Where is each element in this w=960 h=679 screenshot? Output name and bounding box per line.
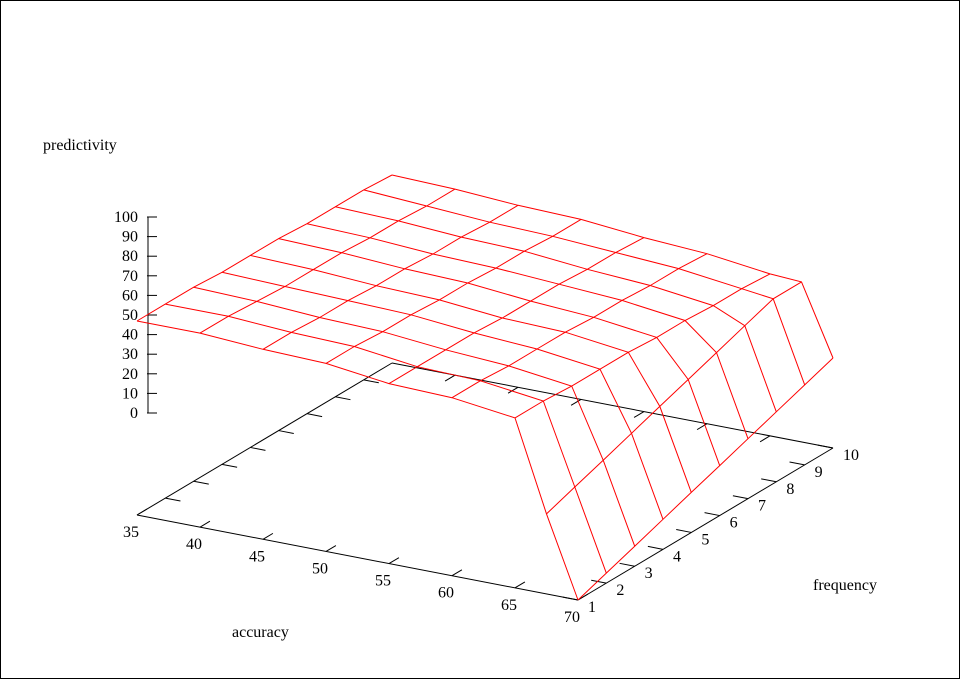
x-tick-back xyxy=(570,398,582,406)
x-tick-label: 45 xyxy=(249,548,265,565)
y-tick-back xyxy=(193,480,209,485)
x-tick-label: 65 xyxy=(501,597,517,614)
y-tick-label: 3 xyxy=(645,565,653,582)
z-axis-label: predictivity xyxy=(43,137,117,154)
z-tick-label: 40 xyxy=(122,327,138,344)
x-tick-back xyxy=(633,411,645,418)
y-tick xyxy=(619,562,635,567)
z-tick-label: 0 xyxy=(130,405,138,422)
surface-line-x xyxy=(546,281,802,515)
y-tick-back xyxy=(165,497,181,502)
y-tick xyxy=(647,545,664,550)
x-axis-line xyxy=(136,514,579,601)
y-tick xyxy=(761,478,777,483)
surface-line-x xyxy=(577,357,834,601)
x-tick-label: 70 xyxy=(564,609,580,626)
surface-line-x xyxy=(136,174,393,322)
y-tick-label: 5 xyxy=(701,531,709,548)
y-tick-back xyxy=(306,413,323,418)
z-tick-label: 50 xyxy=(122,307,138,324)
x-tick xyxy=(325,545,337,552)
surface-line-x xyxy=(262,204,519,350)
y-tick-label: 4 xyxy=(673,548,681,565)
z-tick-label: 90 xyxy=(122,229,138,246)
z-tick-label: 70 xyxy=(122,268,138,285)
x-tick xyxy=(388,557,400,565)
x-tick-back xyxy=(444,374,456,382)
surface-line-y xyxy=(363,189,806,386)
x-tick xyxy=(262,532,274,540)
x-tick-back xyxy=(759,435,771,443)
surface-line-y xyxy=(193,286,636,547)
y-tick xyxy=(817,444,834,449)
y-tick-label: 6 xyxy=(730,515,738,532)
surface-line-y xyxy=(306,223,749,439)
y-tick-label: 8 xyxy=(786,481,794,498)
axes: 3540455055606570123456789100102030405060… xyxy=(114,209,859,626)
y-tick-label: 1 xyxy=(588,599,596,616)
y-axis-line xyxy=(577,447,834,601)
z-tick-label: 80 xyxy=(122,248,138,265)
y-tick-back xyxy=(363,379,379,384)
z-tick-label: 30 xyxy=(122,346,138,363)
back-y-axis-line xyxy=(136,362,393,516)
y-tick xyxy=(789,461,805,466)
y-tick xyxy=(732,495,749,500)
z-tick-label: 20 xyxy=(122,366,138,383)
y-tick-label: 2 xyxy=(616,582,624,599)
surface-line-x xyxy=(199,188,456,334)
y-tick-label: 10 xyxy=(843,447,859,464)
surface-line-y xyxy=(250,254,692,493)
y-tick-back xyxy=(335,396,351,401)
x-tick xyxy=(199,520,211,528)
x-tick-label: 60 xyxy=(438,585,454,602)
z-tick-label: 100 xyxy=(114,209,138,226)
x-tick-label: 40 xyxy=(186,536,202,553)
surface-line-y xyxy=(391,174,834,359)
z-tick-label: 60 xyxy=(122,287,138,304)
y-tick-back xyxy=(221,463,238,468)
y-tick-label: 9 xyxy=(815,464,823,481)
surface-line-y xyxy=(136,320,579,601)
y-tick xyxy=(591,579,607,584)
x-tick-label: 35 xyxy=(123,524,139,541)
labels: predictivity accuracy frequency xyxy=(43,137,877,641)
y-tick xyxy=(704,512,720,517)
x-tick-back xyxy=(507,386,519,394)
x-tick xyxy=(514,581,526,589)
surface-line-x xyxy=(388,237,645,385)
surface-line-x xyxy=(451,253,708,399)
x-tick-back xyxy=(696,423,708,431)
surface-line-x xyxy=(325,218,582,364)
x-axis-label: accuracy xyxy=(232,624,289,641)
surface-mesh xyxy=(136,174,834,601)
y-tick xyxy=(562,596,579,601)
y-axis-label: frequency xyxy=(813,577,877,594)
z-tick-label: 10 xyxy=(122,385,138,402)
x-tick-label: 50 xyxy=(312,560,328,577)
x-tick xyxy=(451,569,463,577)
x-tick xyxy=(136,508,148,516)
y-tick-back xyxy=(278,430,294,434)
surface-line-x xyxy=(514,273,771,419)
y-tick-label: 7 xyxy=(758,498,766,515)
x-tick-label: 55 xyxy=(375,573,391,590)
y-tick xyxy=(676,529,692,533)
y-tick-back xyxy=(250,446,266,451)
